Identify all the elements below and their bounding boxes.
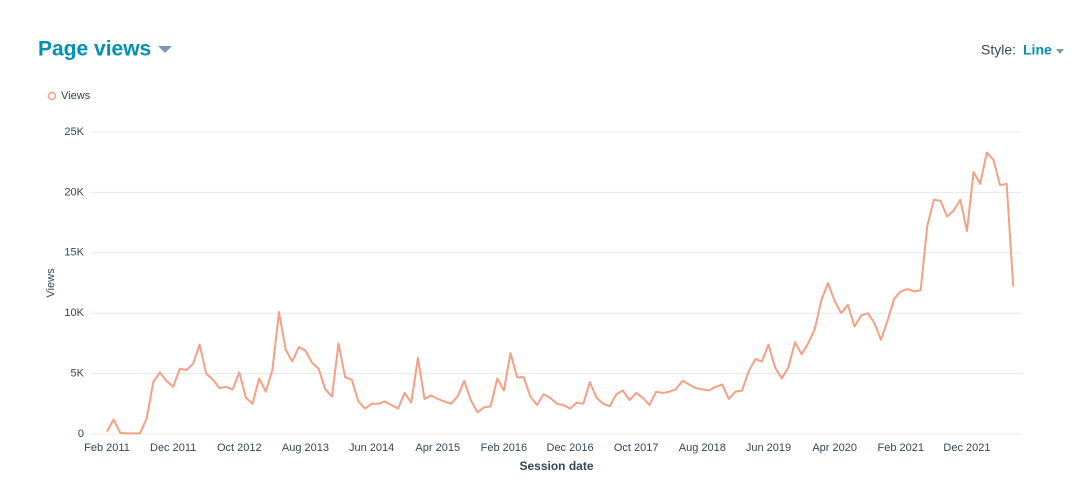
x-tick-label: Aug 2013 <box>282 442 329 454</box>
y-tick-label: 0 <box>78 428 84 440</box>
x-tick-label: Feb 2016 <box>481 442 527 454</box>
x-tick-label: Aug 2018 <box>679 442 726 454</box>
x-tick-label: Oct 2017 <box>614 442 659 454</box>
x-axis-title: Session date <box>519 459 593 473</box>
x-tick-label: Oct 2012 <box>217 442 262 454</box>
style-dropdown[interactable]: Line <box>1023 42 1064 58</box>
y-tick-label: 25K <box>64 126 84 138</box>
legend-label: Views <box>61 90 91 102</box>
x-tick-label: Feb 2011 <box>84 442 130 454</box>
title-dropdown[interactable]: Page views <box>38 38 172 61</box>
x-tick-label: Dec 2021 <box>943 442 990 454</box>
x-tick-label: Apr 2020 <box>812 442 857 454</box>
x-tick-label: Jun 2019 <box>746 442 791 454</box>
chart-title: Page views <box>38 38 151 61</box>
legend-marker <box>47 91 57 101</box>
y-tick-label: 15K <box>64 247 84 259</box>
y-tick-label: 10K <box>64 307 84 319</box>
x-tick-label: Jun 2014 <box>349 442 394 454</box>
y-tick-label: 5K <box>71 368 85 380</box>
x-tick-label: Dec 2011 <box>150 442 196 454</box>
style-value: Line <box>1023 42 1052 58</box>
y-axis-title: Views <box>45 268 57 298</box>
style-label: Style: <box>981 42 1016 58</box>
caret <box>158 46 172 53</box>
y-tick-label: 20K <box>64 186 84 198</box>
caret <box>1056 49 1064 54</box>
series-line <box>106 151 1015 435</box>
x-tick-label: Apr 2015 <box>415 442 460 454</box>
x-tick-label: Dec 2016 <box>547 442 594 454</box>
x-tick-label: Feb 2021 <box>878 442 924 454</box>
